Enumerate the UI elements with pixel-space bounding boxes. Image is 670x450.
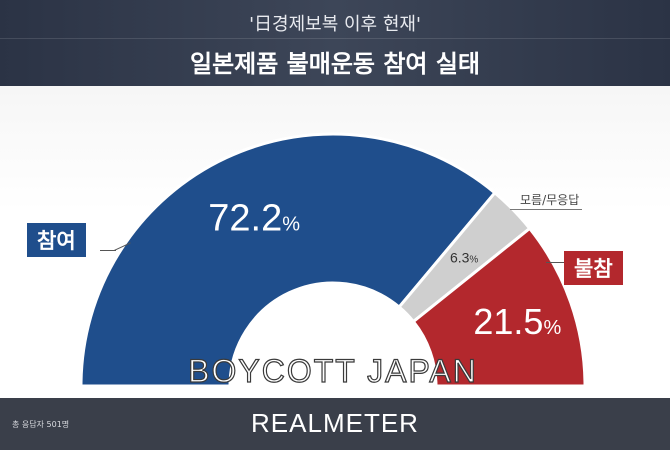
legend-label-not-participate: 불참 [564, 251, 623, 285]
legend-leader-participate [100, 250, 116, 251]
donut-hole [230, 283, 436, 386]
chart-header: '日경제보복 이후 현재' 일본제품 불매운동 참여 실태 [0, 0, 670, 86]
legend-leader-not-participate [546, 262, 564, 263]
header-divider [0, 38, 670, 39]
chart-subtitle: '日경제보복 이후 현재' [249, 14, 421, 35]
center-text: BOYCOTT JAPAN [188, 353, 478, 389]
legend-label-participate: 참여 [27, 223, 86, 257]
chart-footer: 총 응답자 501명 REALMETER [0, 398, 670, 450]
brand-logo: REALMETER [251, 408, 419, 438]
slice-value-label-0: 72.2% [208, 197, 300, 239]
respondent-note: 총 응답자 501명 [12, 420, 70, 429]
legend-leader-unknown [510, 209, 582, 210]
slice-value-label-2: 21.5% [473, 301, 561, 342]
slice-value-label-1: 6.3% [450, 250, 478, 266]
legend-label-unknown: 모름/무응답 [520, 193, 580, 207]
chart-title: 일본제품 불매운동 참여 실태 [189, 50, 481, 78]
